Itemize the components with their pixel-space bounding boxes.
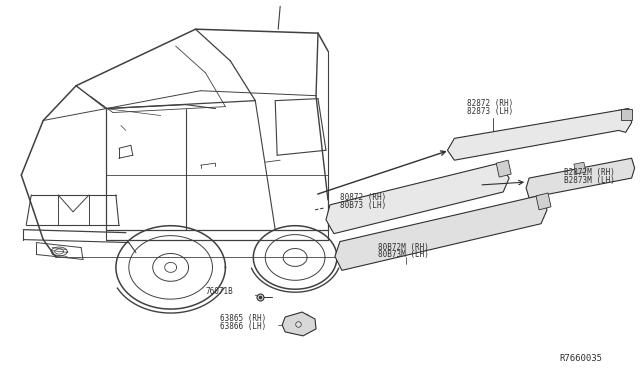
Polygon shape	[621, 109, 632, 121]
Polygon shape	[326, 163, 509, 234]
Polygon shape	[496, 160, 511, 177]
Polygon shape	[574, 162, 586, 174]
Text: B2872M (RH): B2872M (RH)	[564, 168, 615, 177]
Text: 76071B: 76071B	[205, 287, 233, 296]
Polygon shape	[536, 193, 551, 210]
Text: 80B72M (RH): 80B72M (RH)	[378, 243, 429, 251]
Polygon shape	[335, 195, 547, 270]
Text: 63866 (LH): 63866 (LH)	[220, 322, 267, 331]
Text: R7660035: R7660035	[559, 354, 602, 363]
Polygon shape	[526, 158, 635, 198]
Polygon shape	[282, 312, 316, 336]
Polygon shape	[447, 109, 632, 160]
Text: 82872 (RH): 82872 (RH)	[467, 99, 514, 108]
Text: 80872 (RH): 80872 (RH)	[340, 193, 386, 202]
Text: 80B73 (LH): 80B73 (LH)	[340, 201, 386, 210]
Text: 63865 (RH): 63865 (RH)	[220, 314, 267, 323]
Text: 82873 (LH): 82873 (LH)	[467, 106, 514, 116]
Text: 80B73M (LH): 80B73M (LH)	[378, 250, 429, 259]
Text: B2873M (LH): B2873M (LH)	[564, 176, 615, 185]
